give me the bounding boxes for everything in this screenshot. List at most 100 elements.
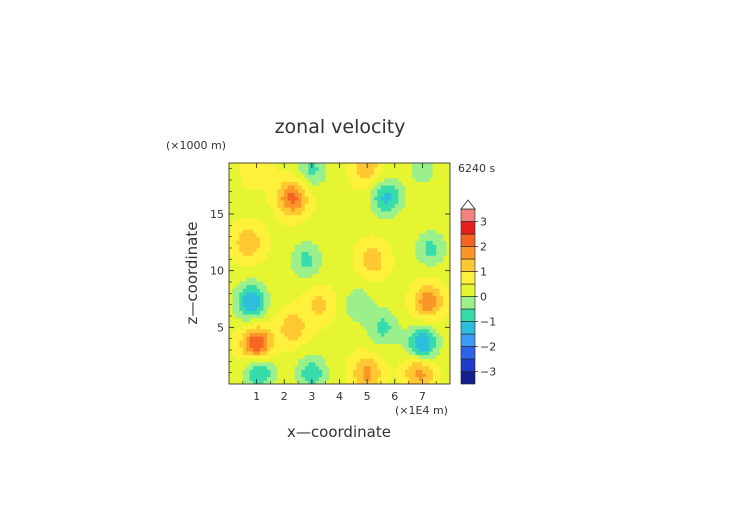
heatmap-cell [256,310,261,315]
heatmap-cell [353,229,358,234]
heatmap-cell [332,181,337,186]
heatmap-cell [363,277,368,282]
heatmap-cell [432,262,437,267]
heatmap-cell [270,170,275,175]
heatmap-cell [270,339,275,345]
heatmap-cell [356,266,361,271]
heatmap-cell [273,225,278,230]
heatmap-cell [311,291,316,297]
heatmap-cell [249,214,254,219]
heatmap-cell [329,284,334,289]
heatmap-cell [353,302,358,308]
heatmap-cell [353,365,358,370]
heatmap-cell [291,273,296,278]
heatmap-cell [253,192,258,197]
heatmap-cell [273,229,278,234]
heatmap-cell [412,163,417,168]
heatmap-cell [308,181,313,186]
heatmap-cell [398,207,403,212]
heatmap-cell [401,177,406,183]
heatmap-cell [443,236,448,241]
heatmap-cell [325,358,330,363]
heatmap-cell [418,262,423,267]
heatmap-cell [401,284,406,289]
heatmap-cell [284,163,289,168]
heatmap-cell [429,295,434,300]
heatmap-cell [370,365,375,370]
heatmap-cell [339,354,344,359]
heatmap-cell [422,321,427,326]
heatmap-cell [422,262,427,267]
heatmap-cell [239,192,244,197]
heatmap-cell [436,199,441,205]
heatmap-cell [360,210,365,216]
heatmap-cell [412,277,417,282]
heatmap-cell [266,321,272,326]
heatmap-cell [260,302,265,308]
heatmap-cell [436,365,441,370]
heatmap-cell [360,207,365,212]
heatmap-cell [273,269,278,275]
heatmap-cell [346,174,351,179]
heatmap-cell [342,170,347,175]
heatmap-cell [360,354,365,359]
heatmap-cell [384,266,389,271]
heatmap-cell [301,196,306,201]
heatmap-cell [329,291,334,297]
heatmap-cell [235,218,240,223]
heatmap-cell [380,291,385,297]
heatmap-cell [336,221,341,227]
heatmap-cell [280,302,285,308]
heatmap-cell [394,365,399,370]
heatmap-cell [446,170,450,175]
heatmap-cell [235,295,240,300]
heatmap-cell [280,174,285,179]
heatmap-cell [363,170,368,175]
heatmap-cell [353,174,358,179]
heatmap-cell [232,350,237,356]
heatmap-cell [315,266,320,271]
heatmap-cell [294,196,299,201]
heatmap-cell [284,196,289,201]
heatmap-cell [304,163,310,168]
heatmap-cell [374,369,379,374]
heatmap-cell [384,354,389,359]
heatmap-cell [429,240,434,245]
heatmap-cell [370,273,375,278]
heatmap-cell [429,314,434,319]
heatmap-cell [253,174,258,179]
heatmap-cell [229,210,234,216]
heatmap-cell [256,273,261,278]
heatmap-cell [353,210,358,216]
heatmap-cell [294,376,299,381]
heatmap-cell [408,310,413,315]
heatmap-cell [232,358,237,363]
heatmap-cell [256,251,261,256]
heatmap-cell [377,369,382,374]
heatmap-cell [412,280,417,286]
heatmap-cell [332,365,337,370]
heatmap-cell [311,336,316,341]
heatmap-cell [436,166,441,171]
heatmap-cell [353,214,358,219]
heatmap-cell [401,372,406,378]
heatmap-cell [229,229,234,234]
heatmap-cell [229,354,234,359]
heatmap-cell [235,380,240,384]
heatmap-cell [235,291,240,297]
heatmap-cell [429,185,434,190]
heatmap-cell [304,236,310,241]
heatmap-cell [408,244,413,249]
heatmap-cell [332,347,337,352]
heatmap-cell [339,339,344,345]
heatmap-cell [229,306,234,311]
heatmap-cell [308,221,313,227]
heatmap-cell [380,376,385,381]
heatmap-cell [353,273,358,278]
heatmap-cell [349,376,354,381]
heatmap-cell [391,240,396,245]
heatmap-cell [391,196,396,201]
heatmap-cell [332,185,337,190]
heatmap-cell [387,196,392,201]
heatmap-cell [401,302,406,308]
